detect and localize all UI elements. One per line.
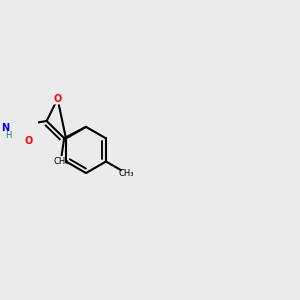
Text: N: N [2,123,10,133]
Text: O: O [24,136,32,146]
Text: H: H [5,131,11,140]
Text: CH₃: CH₃ [118,169,134,178]
Text: O: O [53,94,62,104]
Text: CH₃: CH₃ [53,157,68,166]
